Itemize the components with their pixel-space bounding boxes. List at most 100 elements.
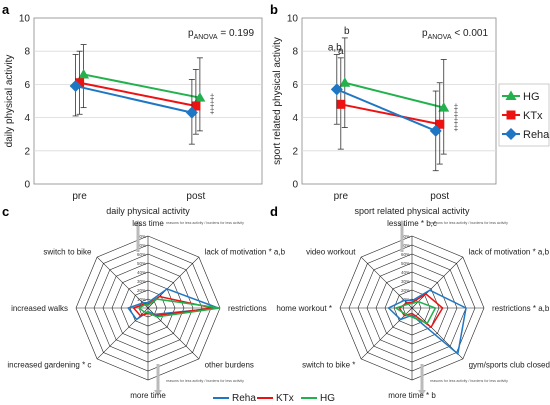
radar-axis-label: switch to bike bbox=[43, 247, 92, 256]
data-point-Reha bbox=[330, 83, 343, 96]
radar-axis-label: home workout * bbox=[276, 304, 332, 313]
radar-scale-label: 10% bbox=[401, 297, 410, 302]
legend-top: HG KTx Reha bbox=[498, 83, 550, 147]
x-tick-label: pre bbox=[334, 191, 349, 202]
radar-axis-note: reasons for less activity / burdens for … bbox=[430, 221, 508, 225]
y-tick-label: 4 bbox=[292, 113, 298, 124]
radar-arrow-down-head bbox=[154, 390, 162, 396]
legend-label-Reha: Reha bbox=[232, 393, 256, 404]
radar-scale-label: 70% bbox=[137, 243, 146, 248]
radar-spoke bbox=[96, 307, 149, 360]
legend-label-KTx: KTx bbox=[276, 393, 294, 404]
radar-axis-note: reasons for less activity / burdens for … bbox=[430, 379, 508, 383]
legend-bottom: Reha KTx HG bbox=[213, 393, 335, 404]
group-difference-label: a bbox=[338, 46, 344, 57]
radar-scale-label: 10% bbox=[137, 297, 146, 302]
radar-series-Reha bbox=[387, 289, 467, 356]
y-tick-label: 2 bbox=[292, 146, 298, 157]
radar-scale-label: 40% bbox=[137, 270, 146, 275]
y-tick-label: 0 bbox=[24, 180, 30, 191]
y-axis-label: sport related physical activity bbox=[272, 37, 283, 165]
y-tick-label: 4 bbox=[24, 113, 30, 124]
data-point-KTx bbox=[191, 101, 201, 111]
group-difference-label: a,b bbox=[328, 43, 342, 54]
radar-scale-label: 40% bbox=[401, 270, 410, 275]
line-chart-b: 0 2 4 6 8 10 pre post sport related physical act… bbox=[272, 14, 497, 202]
radar-axis-label: more time * b bbox=[388, 391, 436, 400]
radar-spoke bbox=[360, 307, 413, 360]
significance-mark: ‡ bbox=[210, 93, 214, 102]
radar-axis-label: restrictions * a,b bbox=[492, 304, 550, 313]
y-axis-label: daily physical activity bbox=[4, 55, 15, 148]
series-line-HG bbox=[344, 81, 444, 109]
series-line-KTx bbox=[340, 103, 440, 126]
panel-label-b: b bbox=[270, 2, 278, 17]
significance-mark: ‡ bbox=[454, 117, 458, 126]
radar-arrow-down-head bbox=[418, 390, 426, 396]
data-point-HG bbox=[339, 77, 351, 87]
plot-area bbox=[301, 17, 497, 185]
legend-marker-KTx bbox=[506, 110, 516, 120]
radar-scale-label: 50% bbox=[401, 261, 410, 266]
series-line-Reha bbox=[336, 88, 437, 132]
data-point-Reha bbox=[185, 106, 198, 119]
plot-area bbox=[33, 17, 263, 185]
data-point-HG bbox=[438, 102, 450, 112]
legend-label-KTx: KTx bbox=[523, 110, 543, 122]
radar-scale-label: 20% bbox=[137, 288, 146, 293]
radar-axis-label: increased gardening * c bbox=[7, 361, 91, 370]
panel-label-c: c bbox=[2, 204, 9, 219]
radar-series-HG bbox=[137, 298, 221, 318]
significance-mark: ‡ bbox=[454, 110, 458, 119]
y-tick-label: 6 bbox=[292, 80, 298, 91]
legend-marker-HG bbox=[505, 90, 517, 100]
x-tick-label: post bbox=[186, 191, 205, 202]
radar-scale-label: 50% bbox=[137, 261, 146, 266]
legend-marker-Reha bbox=[505, 128, 517, 140]
radar-scale-label: 30% bbox=[137, 279, 146, 284]
p-anova-annotation: pANOVA < 0.001 bbox=[422, 28, 488, 41]
radar-chart-d: sport related physical activity 10% 20% 30%… bbox=[276, 206, 550, 400]
radar-spoke bbox=[360, 256, 413, 309]
radar-axis-label: less time * b,c bbox=[387, 219, 437, 228]
radar-axis-label: gym/sports club closed * a,b bbox=[469, 361, 550, 370]
significance-mark: ‡ bbox=[210, 100, 214, 109]
data-point-Reha bbox=[69, 80, 82, 93]
x-tick-label: post bbox=[430, 191, 449, 202]
legend-label-Reha: Reha bbox=[523, 129, 550, 141]
radar-axis-label: more time bbox=[130, 391, 166, 400]
radar-title: daily physical activity bbox=[106, 206, 190, 216]
y-tick-label: 10 bbox=[287, 14, 299, 25]
radar-scale-label: 80% bbox=[401, 234, 410, 239]
p-anova-annotation: pANOVA = 0.199 bbox=[188, 28, 254, 41]
y-tick-label: 0 bbox=[292, 180, 298, 191]
radar-spoke bbox=[96, 256, 149, 309]
radar-scale-label: 20% bbox=[401, 288, 410, 293]
radar-axis-label: less time bbox=[132, 219, 164, 228]
group-difference-label: b bbox=[344, 26, 350, 37]
radar-series-Reha bbox=[126, 288, 219, 321]
radar-axis-label: video workout bbox=[306, 247, 356, 256]
radar-chart-c: daily physical activity 10% 20% 30% 40% 50% 60… bbox=[7, 206, 285, 400]
y-tick-label: 8 bbox=[24, 47, 30, 58]
y-tick-label: 6 bbox=[24, 80, 30, 91]
radar-axis-label: increased walks bbox=[11, 304, 68, 313]
data-point-KTx bbox=[75, 78, 85, 88]
y-tick-label: 2 bbox=[24, 146, 30, 157]
radar-series-HG bbox=[394, 300, 437, 325]
legend-label-HG: HG bbox=[523, 91, 540, 103]
significance-mark: ‡ bbox=[210, 107, 214, 116]
significance-mark: ‡ bbox=[454, 124, 458, 133]
radar-axis-label: switch to bike * bbox=[302, 361, 355, 370]
radar-spoke bbox=[411, 256, 464, 309]
radar-scale-label: 60% bbox=[137, 252, 146, 257]
x-tick-label: pre bbox=[72, 191, 87, 202]
radar-axis-label: restrictions bbox=[228, 304, 267, 313]
data-point-HG bbox=[194, 92, 206, 102]
radar-series-KTx bbox=[132, 295, 213, 317]
data-point-Reha bbox=[429, 124, 442, 137]
radar-axis-label: lack of motivation * a,b bbox=[205, 247, 286, 256]
data-point-KTx bbox=[435, 119, 445, 129]
line-chart-a: 0 2 4 6 8 10 pre post daily physical activity pAN… bbox=[4, 14, 263, 202]
